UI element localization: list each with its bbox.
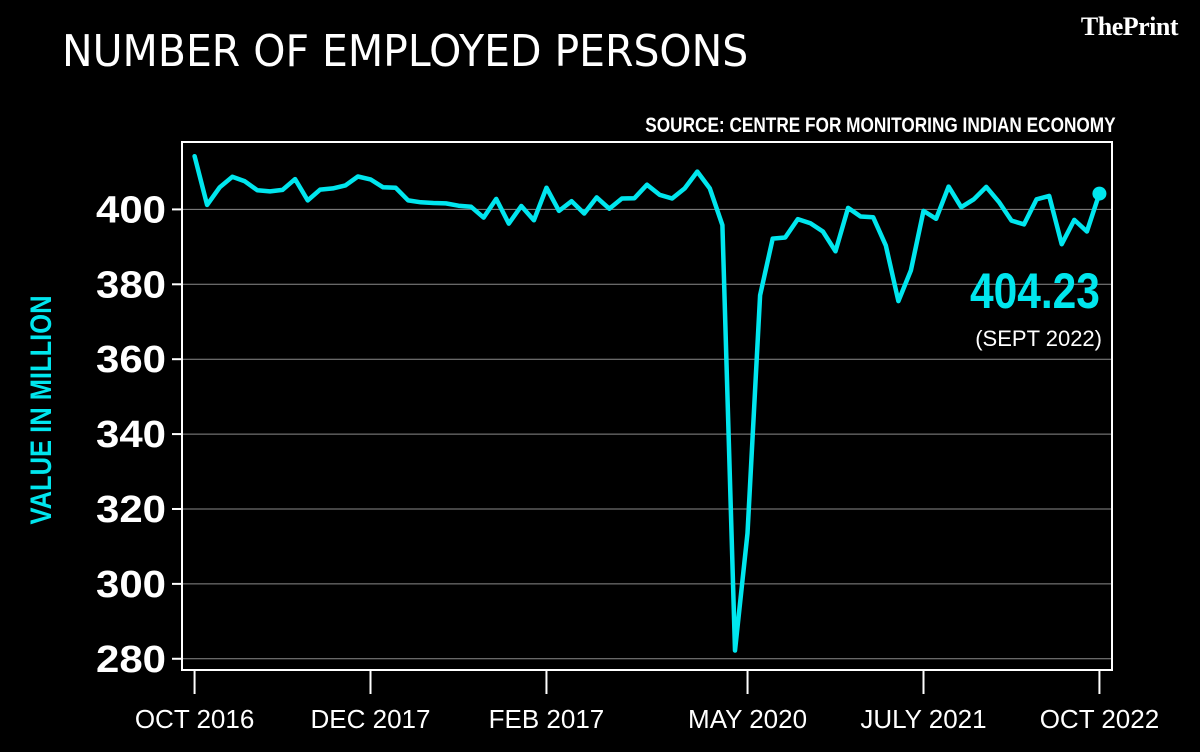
y-tick-label: 300 — [96, 564, 166, 606]
chart-source: SOURCE: CENTRE FOR MONITORING INDIAN ECO… — [645, 114, 1116, 137]
latest-value-callout: 404.23 — [970, 263, 1100, 319]
series-line — [192, 153, 1102, 653]
x-tick-label: MAY 2020 — [688, 704, 807, 734]
x-tick-label: OCT 2022 — [1040, 704, 1159, 734]
brand-logo: ThePrint — [1080, 12, 1179, 41]
x-tick-label: OCT 2016 — [135, 704, 254, 734]
last-data-point — [1092, 186, 1107, 201]
y-tick-label: 380 — [96, 264, 166, 306]
grid-lines — [182, 208, 1112, 660]
y-tick-label: 340 — [96, 414, 166, 456]
x-axis-ticks: OCT 2016 DEC 2017 FEB 2017 MAY 2020 JULY 202… — [135, 670, 1159, 734]
y-axis-ticks: 400 380 360 340 320 300 280 — [96, 189, 182, 681]
x-tick-label: DEC 2017 — [311, 704, 431, 734]
latest-value-date: (SEPT 2022) — [975, 326, 1102, 351]
y-tick-label: 360 — [96, 339, 166, 381]
plot-frame — [181, 141, 1113, 671]
y-tick-label: 400 — [96, 189, 166, 231]
x-tick-label: JULY 2021 — [860, 704, 986, 734]
y-tick-label: 280 — [96, 639, 166, 681]
y-tick-label: 320 — [96, 489, 166, 531]
chart-title: NUMBER OF EMPLOYED PERSONS — [62, 26, 749, 77]
x-tick-label: FEB 2017 — [489, 704, 605, 734]
